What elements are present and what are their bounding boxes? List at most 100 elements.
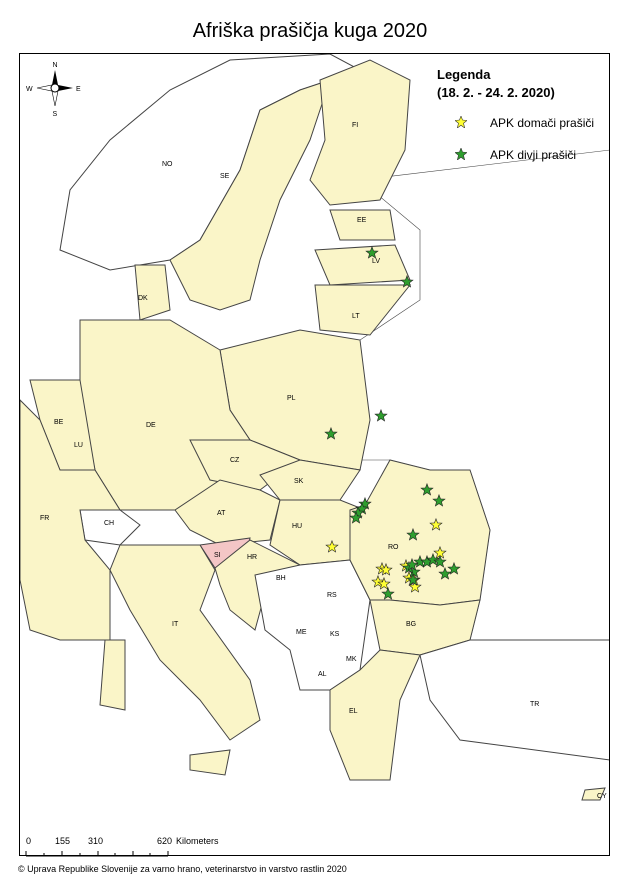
north-arrow: N S E W — [26, 62, 81, 118]
country-ee — [329, 209, 396, 241]
country-lt — [314, 284, 412, 336]
scale-tick: 620 — [157, 836, 173, 846]
legend-heading: Legenda — [437, 67, 491, 82]
star-icon — [455, 116, 467, 128]
domestic-pig-outbreak-star — [379, 562, 393, 576]
country-label-si: SI — [214, 552, 221, 559]
compass-s: S — [53, 111, 58, 118]
star-icon — [455, 148, 467, 160]
compass-n: N — [53, 62, 58, 69]
country-cy — [581, 787, 606, 801]
country-label-bh: BH — [276, 575, 286, 582]
wild-boar-outbreak-star — [438, 566, 452, 580]
country-el — [329, 649, 421, 781]
country-it — [109, 544, 261, 741]
country-label-cy: CY — [597, 793, 607, 800]
country-label-me: ME — [296, 629, 307, 636]
country-label-al: AL — [318, 671, 327, 678]
country-balkans — [254, 559, 371, 691]
scale-tick: 310 — [88, 836, 104, 846]
country-ro — [349, 459, 491, 606]
country-tr — [419, 639, 609, 761]
domestic-pig-outbreak-star — [429, 517, 443, 531]
country-sk — [259, 459, 361, 501]
country-label-lu: LU — [74, 442, 83, 449]
country-labels: NO SE FI EE LV LT DK PL DE BE LU CZ SK AT HU FR CH SI HR BH… — [40, 122, 607, 800]
copyright-footer: © Uprava Republike Slovenije za varno hr… — [18, 864, 347, 874]
outbreak-markers — [324, 245, 461, 600]
compass-w: W — [26, 86, 33, 93]
compass-e: E — [76, 86, 81, 93]
domestic-pig-outbreak-star — [325, 539, 339, 553]
legend-label: APK domači prašiči — [490, 116, 595, 130]
country-label-bg: BG — [406, 621, 416, 628]
wild-boar-outbreak-star — [447, 561, 461, 575]
country-label-se: SE — [220, 173, 230, 180]
country-label-fi: FI — [352, 122, 358, 129]
country-label-ch: CH — [104, 520, 114, 527]
country-label-fr: FR — [40, 515, 49, 522]
country-label-pl: PL — [287, 395, 296, 402]
wild-boar-outbreak-star — [426, 552, 440, 566]
country-label-at: AT — [217, 510, 226, 517]
wild-boar-outbreak-star — [433, 554, 447, 568]
domestic-pig-outbreak-star — [377, 576, 391, 590]
country-label-tr: TR — [530, 701, 539, 708]
legend-label: APK divji prašiči — [490, 148, 577, 162]
scale-tick: 0 — [26, 836, 32, 846]
legend-item-domestic: APK domači prašiči — [455, 116, 594, 130]
country-se — [169, 79, 331, 311]
country-label-sk: SK — [294, 478, 304, 485]
country-ch — [79, 509, 141, 546]
wild-boar-outbreak-star — [349, 510, 363, 524]
country-label-hu: HU — [292, 523, 302, 530]
legend-period: (18. 2. - 24. 2. 2020) — [437, 85, 555, 100]
wild-boar-outbreak-star — [358, 496, 372, 510]
scale-unit: Kilometers — [176, 836, 219, 846]
country-label-lt: LT — [352, 313, 360, 320]
country-lv — [314, 244, 411, 286]
country-sic — [189, 749, 231, 776]
country-sar — [99, 639, 126, 711]
wild-boar-outbreak-star — [406, 527, 420, 541]
country-at — [174, 479, 281, 546]
wild-boar-outbreak-star — [365, 245, 379, 259]
domestic-pig-outbreak-star — [371, 574, 385, 588]
wild-boar-outbreak-star — [432, 493, 446, 507]
country-label-dk: DK — [138, 295, 148, 302]
country-fi — [309, 59, 411, 206]
country-label-mk: MK — [346, 656, 357, 663]
wild-boar-outbreak-star — [381, 586, 395, 600]
wild-boar-outbreak-star — [420, 482, 434, 496]
country-label-ro: RO — [388, 544, 399, 551]
country-label-cz: CZ — [230, 457, 240, 464]
country-label-ee: EE — [357, 217, 367, 224]
wild-boar-outbreak-star — [374, 408, 388, 422]
legend: Legenda (18. 2. - 24. 2. 2020) APK domač… — [437, 66, 594, 162]
compass-north-pointer — [52, 70, 58, 88]
legend-item-wild: APK divji prašiči — [455, 148, 576, 162]
country-label-it: IT — [172, 621, 179, 628]
wild-boar-outbreak-star — [400, 274, 414, 288]
land-layer — [20, 54, 609, 801]
scale-bar — [25, 851, 169, 857]
wild-boar-outbreak-star — [324, 426, 338, 440]
wild-boar-outbreak-star — [405, 557, 419, 571]
country-label-be: BE — [54, 419, 64, 426]
country-label-no: NO — [162, 161, 173, 168]
scale-tick: 155 — [55, 836, 71, 846]
country-label-el: EL — [349, 708, 358, 715]
wild-boar-outbreak-star — [351, 505, 365, 519]
country-label-hr: HR — [247, 554, 257, 561]
country-fr — [20, 399, 121, 641]
country-label-lv: LV — [372, 258, 380, 265]
country-label-ks: KS — [330, 631, 340, 638]
country-label-de: DE — [146, 422, 156, 429]
country-label-rs: RS — [327, 592, 337, 599]
wild-boar-outbreak-star — [406, 572, 420, 586]
map-title: Afriška prašičja kuga 2020 — [192, 20, 428, 42]
country-dk — [134, 264, 171, 321]
domestic-pig-outbreak-star — [408, 579, 422, 593]
